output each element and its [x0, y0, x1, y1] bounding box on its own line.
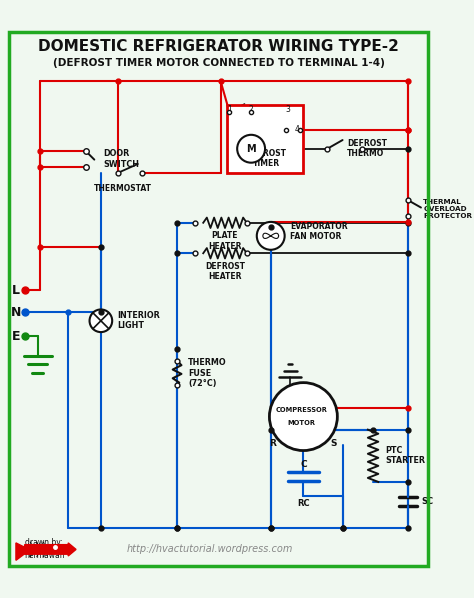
Polygon shape — [16, 543, 25, 560]
Text: 3: 3 — [286, 105, 291, 114]
Text: (DEFROST TIMER MOTOR CONNECTED TO TERMINAL 1-4): (DEFROST TIMER MOTOR CONNECTED TO TERMIN… — [53, 58, 384, 68]
Text: PTC
STARTER: PTC STARTER — [385, 446, 425, 465]
FancyArrow shape — [25, 543, 76, 556]
Text: PLATE
HEATER: PLATE HEATER — [208, 231, 242, 251]
Text: DOOR
SWITCH: DOOR SWITCH — [103, 150, 139, 169]
Text: SC: SC — [421, 497, 433, 506]
Text: 4: 4 — [294, 124, 299, 133]
Text: E: E — [12, 329, 20, 343]
Text: EVAPORATOR
FAN MOTOR: EVAPORATOR FAN MOTOR — [290, 222, 348, 241]
Text: COMPRESSOR: COMPRESSOR — [275, 407, 327, 413]
Text: R: R — [269, 440, 276, 448]
FancyBboxPatch shape — [227, 105, 303, 173]
Text: S: S — [331, 440, 337, 448]
Circle shape — [90, 309, 112, 332]
Text: DEFROST
THERMO: DEFROST THERMO — [347, 139, 387, 158]
Text: MOTOR: MOTOR — [287, 420, 315, 426]
Text: INTERIOR
LIGHT: INTERIOR LIGHT — [118, 311, 160, 331]
Text: THERMAL
OVERLOAD
PROTECTOR: THERMAL OVERLOAD PROTECTOR — [423, 199, 472, 219]
Text: RC: RC — [297, 499, 310, 508]
Circle shape — [269, 383, 337, 450]
Text: DEFROST
HEATER: DEFROST HEATER — [205, 262, 245, 282]
Circle shape — [237, 135, 265, 163]
Text: hermawan: hermawan — [25, 551, 65, 560]
Text: DEFROST
TIMER: DEFROST TIMER — [246, 149, 286, 169]
Text: N: N — [11, 306, 21, 319]
Text: M: M — [246, 144, 256, 154]
Text: http://hvactutorial.wordpress.com: http://hvactutorial.wordpress.com — [127, 544, 293, 554]
Text: L: L — [12, 284, 20, 297]
Text: THERMO
FUSE
(72°C): THERMO FUSE (72°C) — [188, 358, 227, 388]
Text: 2: 2 — [249, 105, 254, 114]
Text: THERMOSTAT: THERMOSTAT — [94, 184, 152, 193]
Text: C: C — [300, 460, 307, 469]
Text: DOMESTIC REFRIGERATOR WIRING TYPE-2: DOMESTIC REFRIGERATOR WIRING TYPE-2 — [38, 39, 399, 54]
Text: drawn by:: drawn by: — [25, 538, 63, 547]
Text: 1: 1 — [227, 105, 232, 114]
Circle shape — [257, 222, 285, 250]
